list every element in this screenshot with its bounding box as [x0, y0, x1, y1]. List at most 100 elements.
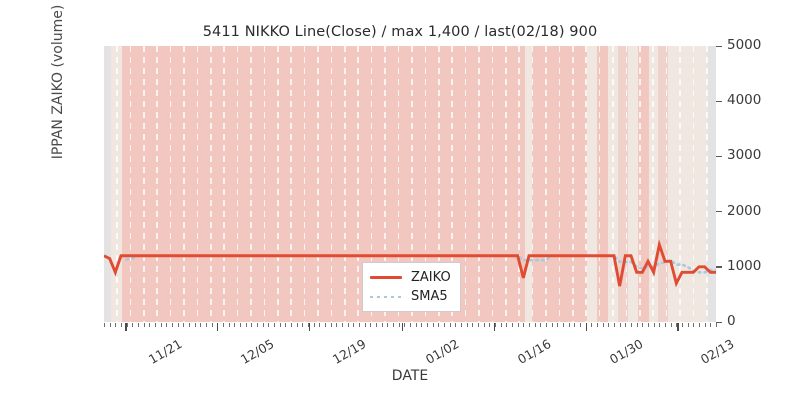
x-tick-minor: [568, 323, 570, 327]
x-tick-minor: [132, 323, 134, 327]
vertical-gridline: [143, 46, 145, 322]
x-tick-minor: [359, 323, 360, 327]
y-tick-label: 1000: [727, 257, 762, 274]
x-tick-minor: [546, 323, 547, 327]
x-tick-minor: [115, 323, 117, 327]
x-tick-minor: [648, 323, 649, 327]
y-axis-ticks: 0 1000 2000 3000 4000 5000: [716, 37, 800, 329]
vertical-gridline: [397, 46, 400, 322]
x-tick-minor: [444, 323, 445, 327]
x-tick-minor: [342, 323, 343, 327]
x-tick-label: 01/30: [606, 336, 646, 368]
legend-item-sma5: SMA5: [370, 287, 451, 306]
x-tick-minor: [404, 323, 406, 327]
vertical-gridline: [330, 46, 333, 322]
vertical-gridline: [156, 46, 159, 322]
x-tick-minor: [676, 323, 678, 327]
zaiko-line: [104, 239, 716, 288]
x-tick-minor: [699, 323, 700, 327]
vertical-gridline: [558, 46, 561, 322]
vertical-gridline: [437, 46, 440, 322]
background-band: [627, 46, 638, 322]
vertical-gridline: [612, 46, 614, 322]
background-band: [587, 46, 598, 322]
x-tick-label: 11/21: [146, 336, 185, 368]
x-tick-minor: [313, 323, 315, 327]
x-tick-minor: [659, 323, 661, 327]
x-tick-minor: [619, 323, 621, 327]
x-tick-minor: [483, 323, 485, 327]
y-tick-mark: [716, 100, 722, 103]
x-tick-minor: [138, 323, 139, 327]
vertical-gridline: [370, 46, 373, 322]
x-tick-minor: [302, 323, 304, 327]
vertical-gridline: [705, 46, 708, 322]
x-tick-minor: [665, 323, 666, 327]
background-band: [525, 46, 533, 322]
vertical-gridline: [518, 46, 520, 322]
x-tick-label: 12/19: [329, 336, 369, 368]
vertical-gridline: [210, 46, 212, 322]
x-tick-minor: [398, 323, 400, 327]
x-tick-minor: [291, 323, 292, 327]
x-tick-minor: [710, 323, 712, 327]
x-tick-minor: [529, 323, 530, 327]
x-tick-minor: [636, 323, 638, 327]
x-tick-label: 02/13: [698, 336, 737, 368]
x-tick-minor: [574, 323, 576, 327]
x-tick-minor: [325, 323, 326, 327]
x-tick-minor: [189, 323, 190, 327]
x-tick-minor: [512, 323, 513, 327]
x-tick-minor: [177, 323, 179, 327]
y-tick-label: 3000: [727, 147, 762, 164]
x-tick-minor: [240, 323, 241, 327]
x-tick-minor: [330, 323, 332, 327]
vertical-gridline: [679, 46, 681, 322]
x-tick-minor: [410, 323, 411, 327]
x-tick-minor: [631, 323, 632, 327]
series-line-zaiko: [104, 239, 716, 288]
background-band: [597, 46, 609, 322]
series-layer: [104, 239, 716, 288]
vertical-gridline: [531, 46, 534, 322]
x-tick-minor: [432, 323, 434, 327]
vertical-gridline: [692, 46, 695, 322]
vertical-gridline: [196, 46, 199, 322]
x-tick-minor: [478, 323, 479, 327]
x-tick-major: [493, 323, 496, 331]
y-tick-label: 5000: [727, 37, 762, 53]
vertical-gridline: [411, 46, 413, 322]
background-band: [104, 46, 112, 322]
vertical-gridline: [384, 46, 386, 322]
y-tick-mark: [716, 45, 722, 47]
x-tick-major: [125, 323, 127, 331]
x-tick-minor: [296, 323, 298, 327]
x-tick-minor: [682, 323, 683, 327]
vertical-gridline: [129, 46, 132, 322]
x-tick-minor: [376, 323, 377, 327]
x-tick-minor: [625, 323, 627, 327]
x-tick-minor: [121, 323, 122, 327]
x-tick-minor: [455, 323, 457, 327]
x-tick-minor: [461, 323, 462, 327]
x-tick-minor: [262, 323, 264, 327]
vertical-gridline: [571, 46, 574, 322]
vertical-gridline: [638, 46, 641, 322]
x-tick-minor: [421, 323, 423, 327]
vertical-gridline: [357, 46, 360, 322]
x-tick-minor: [172, 323, 173, 327]
vertical-gridline: [263, 46, 266, 322]
x-tick-minor: [438, 323, 440, 327]
y-axis-label: IPPAN ZAIKO (volume): [50, 4, 66, 160]
x-tick-minor: [336, 323, 338, 327]
vertical-gridline: [303, 46, 306, 322]
vertical-gridline: [464, 46, 467, 322]
x-tick-minor: [149, 323, 151, 327]
x-tick-minor: [591, 323, 593, 327]
x-tick-minor: [143, 323, 145, 327]
x-tick-minor: [353, 323, 355, 327]
chart-legend: ZAIKO SMA5: [362, 262, 461, 312]
x-tick-minor: [274, 323, 275, 327]
y-tick-label: 4000: [727, 92, 762, 109]
